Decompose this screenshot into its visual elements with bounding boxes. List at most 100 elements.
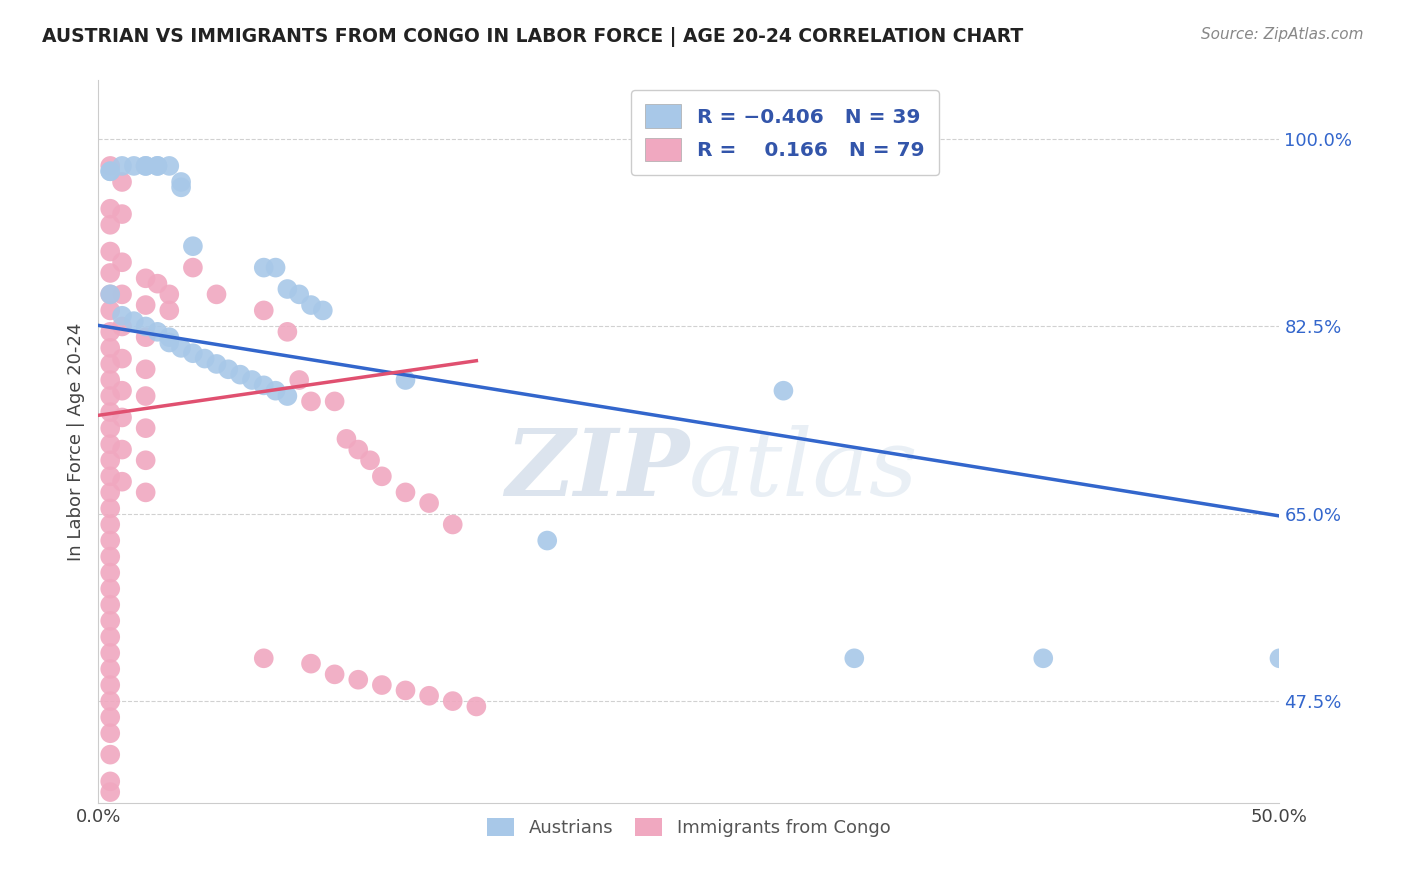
Point — [253, 378, 276, 392]
Point — [98, 726, 121, 740]
Point — [323, 394, 346, 409]
Point — [240, 373, 263, 387]
Point — [1032, 651, 1054, 665]
Point — [98, 549, 121, 564]
Point — [98, 501, 121, 516]
Point — [111, 351, 134, 366]
Point — [111, 442, 134, 457]
Point — [135, 453, 157, 467]
Point — [98, 421, 121, 435]
Point — [264, 384, 287, 398]
Point — [253, 260, 276, 275]
Text: ZIP: ZIP — [505, 425, 689, 516]
Point — [98, 694, 121, 708]
Point — [146, 159, 169, 173]
Point — [98, 405, 121, 419]
Point — [276, 282, 298, 296]
Point — [371, 469, 394, 483]
Text: Source: ZipAtlas.com: Source: ZipAtlas.com — [1201, 27, 1364, 42]
Text: AUSTRIAN VS IMMIGRANTS FROM CONGO IN LABOR FORCE | AGE 20-24 CORRELATION CHART: AUSTRIAN VS IMMIGRANTS FROM CONGO IN LAB… — [42, 27, 1024, 46]
Point — [98, 582, 121, 596]
Point — [441, 517, 464, 532]
Point — [111, 475, 134, 489]
Point — [111, 287, 134, 301]
Point — [111, 255, 134, 269]
Point — [98, 774, 121, 789]
Point — [170, 175, 193, 189]
Point — [465, 699, 488, 714]
Point — [135, 159, 157, 173]
Point — [418, 496, 440, 510]
Point — [299, 298, 322, 312]
Point — [135, 421, 157, 435]
Point — [772, 384, 794, 398]
Point — [111, 384, 134, 398]
Point — [253, 651, 276, 665]
Point — [111, 309, 134, 323]
Point — [98, 287, 121, 301]
Point — [98, 517, 121, 532]
Point — [98, 785, 121, 799]
Point — [323, 667, 346, 681]
Point — [111, 319, 134, 334]
Point — [135, 389, 157, 403]
Point — [98, 437, 121, 451]
Point — [288, 373, 311, 387]
Legend: Austrians, Immigrants from Congo: Austrians, Immigrants from Congo — [481, 811, 897, 845]
Point — [98, 598, 121, 612]
Text: atlas: atlas — [689, 425, 918, 516]
Point — [181, 260, 204, 275]
Point — [157, 303, 180, 318]
Point — [170, 341, 193, 355]
Point — [98, 373, 121, 387]
Point — [135, 362, 157, 376]
Point — [205, 357, 228, 371]
Point — [157, 159, 180, 173]
Point — [98, 389, 121, 403]
Point — [205, 287, 228, 301]
Point — [98, 218, 121, 232]
Point — [217, 362, 239, 376]
Point — [299, 394, 322, 409]
Point — [1268, 651, 1291, 665]
Point — [98, 630, 121, 644]
Point — [98, 303, 121, 318]
Point — [111, 159, 134, 173]
Y-axis label: In Labor Force | Age 20-24: In Labor Force | Age 20-24 — [66, 322, 84, 561]
Point — [288, 287, 311, 301]
Point — [181, 239, 204, 253]
Point — [299, 657, 322, 671]
Point — [146, 159, 169, 173]
Point — [157, 335, 180, 350]
Point — [122, 159, 145, 173]
Point — [98, 614, 121, 628]
Point — [181, 346, 204, 360]
Point — [98, 325, 121, 339]
Point — [135, 298, 157, 312]
Point — [111, 410, 134, 425]
Point — [371, 678, 394, 692]
Point — [418, 689, 440, 703]
Point — [98, 469, 121, 483]
Point — [157, 287, 180, 301]
Point — [194, 351, 217, 366]
Point — [98, 341, 121, 355]
Point — [135, 319, 157, 334]
Point — [135, 330, 157, 344]
Point — [312, 303, 335, 318]
Point — [111, 207, 134, 221]
Point — [122, 314, 145, 328]
Point — [276, 389, 298, 403]
Point — [335, 432, 357, 446]
Point — [98, 357, 121, 371]
Point — [98, 202, 121, 216]
Point — [98, 266, 121, 280]
Point — [229, 368, 252, 382]
Point — [157, 330, 180, 344]
Point — [98, 485, 121, 500]
Point — [394, 683, 416, 698]
Point — [135, 159, 157, 173]
Point — [98, 244, 121, 259]
Point — [98, 747, 121, 762]
Point — [135, 271, 157, 285]
